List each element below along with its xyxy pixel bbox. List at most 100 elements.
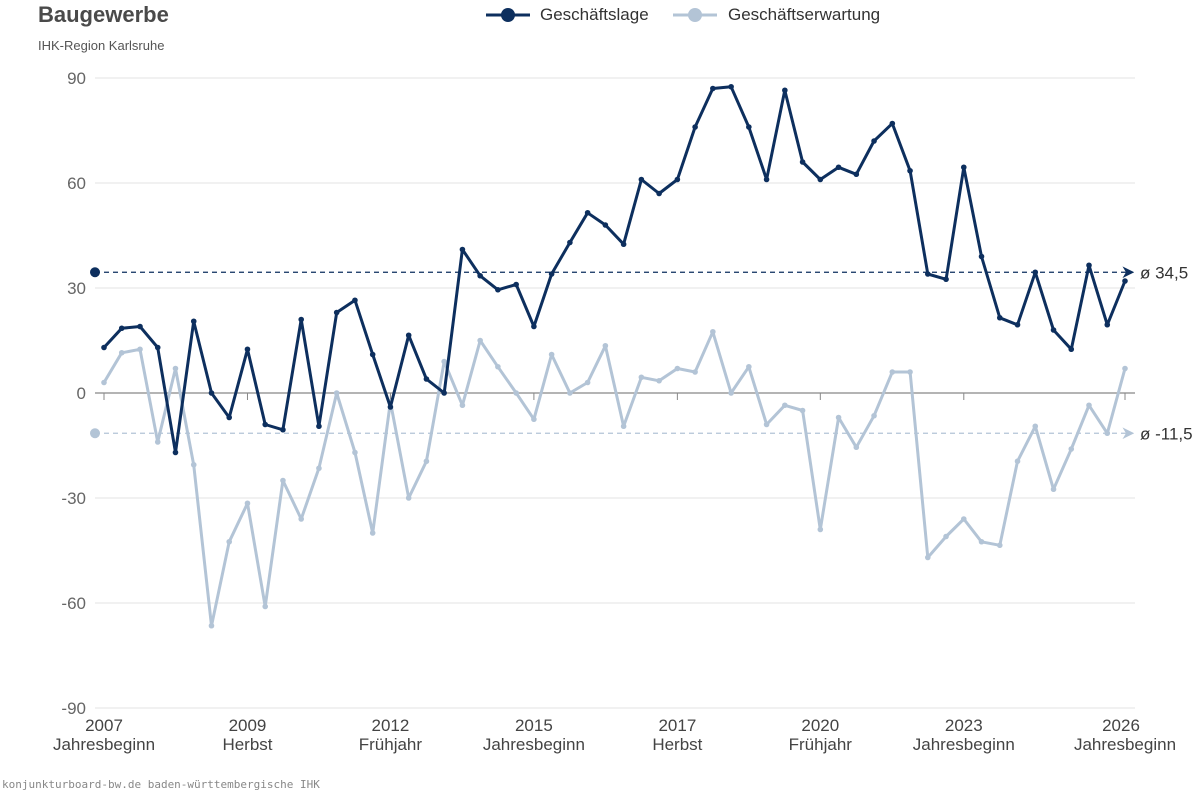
data-point[interactable] xyxy=(405,332,412,339)
data-point[interactable] xyxy=(978,253,985,260)
data-point[interactable] xyxy=(1032,269,1039,276)
data-point[interactable] xyxy=(996,314,1003,321)
data-point[interactable] xyxy=(262,603,269,610)
data-point[interactable] xyxy=(495,363,501,370)
data-point[interactable] xyxy=(943,533,949,540)
data-point[interactable] xyxy=(369,351,376,358)
data-point[interactable] xyxy=(1122,278,1128,284)
data-point[interactable] xyxy=(333,390,340,396)
data-point[interactable] xyxy=(495,286,501,293)
data-point[interactable] xyxy=(602,342,609,349)
data-point[interactable] xyxy=(817,176,824,183)
data-point[interactable] xyxy=(280,477,286,484)
data-point[interactable] xyxy=(423,458,430,465)
data-point[interactable] xyxy=(548,271,555,277)
data-point[interactable] xyxy=(728,83,734,90)
data-point[interactable] xyxy=(459,402,466,409)
data-point[interactable] xyxy=(728,390,734,396)
data-point[interactable] xyxy=(137,323,143,330)
data-point[interactable] xyxy=(1086,262,1092,269)
data-point[interactable] xyxy=(782,87,788,94)
data-point[interactable] xyxy=(333,309,340,316)
data-point[interactable] xyxy=(602,222,609,228)
data-point[interactable] xyxy=(656,190,662,197)
data-point[interactable] xyxy=(835,164,842,171)
data-point[interactable] xyxy=(1050,486,1057,493)
data-point[interactable] xyxy=(871,138,877,144)
data-point[interactable] xyxy=(154,439,161,445)
data-point[interactable] xyxy=(137,346,143,353)
data-point[interactable] xyxy=(620,241,627,248)
data-point[interactable] xyxy=(1104,430,1111,437)
data-point[interactable] xyxy=(638,176,645,183)
data-point[interactable] xyxy=(567,239,573,246)
data-point[interactable] xyxy=(172,449,179,456)
data-point[interactable] xyxy=(1104,321,1111,328)
data-point[interactable] xyxy=(477,272,483,279)
data-point[interactable] xyxy=(208,622,215,629)
data-point[interactable] xyxy=(763,176,770,183)
data-point[interactable] xyxy=(746,363,752,370)
data-point[interactable] xyxy=(1068,446,1075,452)
data-point[interactable] xyxy=(244,346,251,353)
data-point[interactable] xyxy=(118,349,125,356)
data-point[interactable] xyxy=(262,421,269,428)
data-point[interactable] xyxy=(996,542,1003,549)
data-point[interactable] xyxy=(710,85,716,92)
data-point[interactable] xyxy=(746,124,752,130)
data-point[interactable] xyxy=(853,444,860,451)
data-point[interactable] xyxy=(978,538,985,545)
data-point[interactable] xyxy=(763,421,770,428)
data-point[interactable] xyxy=(548,351,555,358)
data-point[interactable] xyxy=(656,377,662,384)
data-point[interactable] xyxy=(423,376,430,382)
data-point[interactable] xyxy=(369,530,376,536)
data-point[interactable] xyxy=(190,461,197,468)
data-point[interactable] xyxy=(1014,321,1021,328)
data-point[interactable] xyxy=(477,337,483,344)
legend-item-geschaeftslage[interactable]: Geschäftslage xyxy=(486,5,649,24)
data-point[interactable] xyxy=(441,390,447,396)
data-point[interactable] xyxy=(674,176,681,183)
data-point[interactable] xyxy=(799,159,806,165)
data-point[interactable] xyxy=(943,276,949,283)
data-point[interactable] xyxy=(459,246,466,253)
data-point[interactable] xyxy=(405,495,412,501)
data-point[interactable] xyxy=(620,423,627,430)
data-point[interactable] xyxy=(889,120,896,127)
data-point[interactable] xyxy=(513,390,519,396)
data-point[interactable] xyxy=(567,390,573,396)
data-point[interactable] xyxy=(638,374,645,381)
data-point[interactable] xyxy=(352,449,358,456)
data-point[interactable] xyxy=(172,365,179,372)
data-point[interactable] xyxy=(1068,346,1075,353)
data-point[interactable] xyxy=(835,414,842,421)
data-point[interactable] xyxy=(441,358,447,365)
data-point[interactable] xyxy=(907,369,913,375)
data-point[interactable] xyxy=(924,554,931,561)
data-point[interactable] xyxy=(531,323,537,330)
data-point[interactable] xyxy=(154,344,161,351)
data-point[interactable] xyxy=(118,325,125,332)
data-point[interactable] xyxy=(190,318,197,325)
data-point[interactable] xyxy=(692,369,698,375)
data-point[interactable] xyxy=(101,379,107,386)
data-point[interactable] xyxy=(853,171,860,178)
data-point[interactable] xyxy=(298,316,305,323)
data-point[interactable] xyxy=(208,390,215,396)
data-point[interactable] xyxy=(1014,458,1021,465)
data-point[interactable] xyxy=(692,124,698,130)
data-point[interactable] xyxy=(387,404,394,410)
data-point[interactable] xyxy=(1086,402,1092,409)
data-point[interactable] xyxy=(799,407,806,414)
data-point[interactable] xyxy=(316,465,322,472)
data-point[interactable] xyxy=(960,516,967,522)
data-point[interactable] xyxy=(817,526,824,533)
data-point[interactable] xyxy=(226,414,233,421)
data-point[interactable] xyxy=(101,344,107,351)
legend-item-geschaeftserwartung[interactable]: Geschäftserwartung xyxy=(673,5,880,24)
data-point[interactable] xyxy=(513,281,519,288)
data-point[interactable] xyxy=(584,209,591,216)
data-point[interactable] xyxy=(244,500,251,507)
data-point[interactable] xyxy=(1122,365,1128,372)
